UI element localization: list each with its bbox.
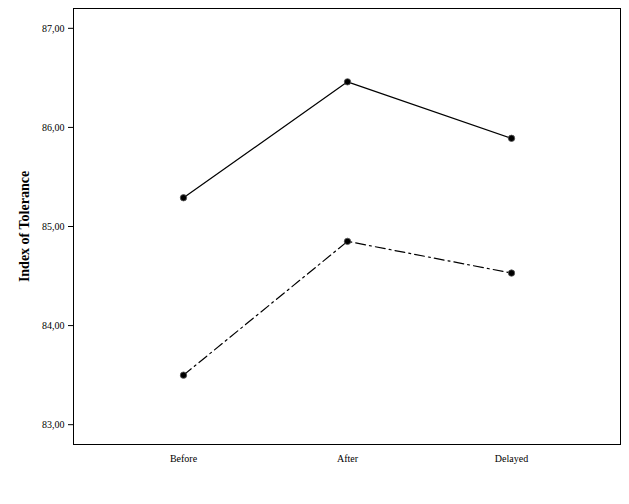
svg-text:85,00: 85,00 xyxy=(42,221,65,232)
svg-text:84,00: 84,00 xyxy=(42,320,65,331)
svg-text:After: After xyxy=(337,453,359,464)
svg-text:86,00: 86,00 xyxy=(42,122,65,133)
svg-text:Index of Tolerance: Index of Tolerance xyxy=(17,171,32,282)
svg-text:Before: Before xyxy=(170,453,198,464)
svg-text:Delayed: Delayed xyxy=(495,453,528,464)
svg-text:83,00: 83,00 xyxy=(42,419,65,430)
svg-text:87,00: 87,00 xyxy=(42,23,65,34)
